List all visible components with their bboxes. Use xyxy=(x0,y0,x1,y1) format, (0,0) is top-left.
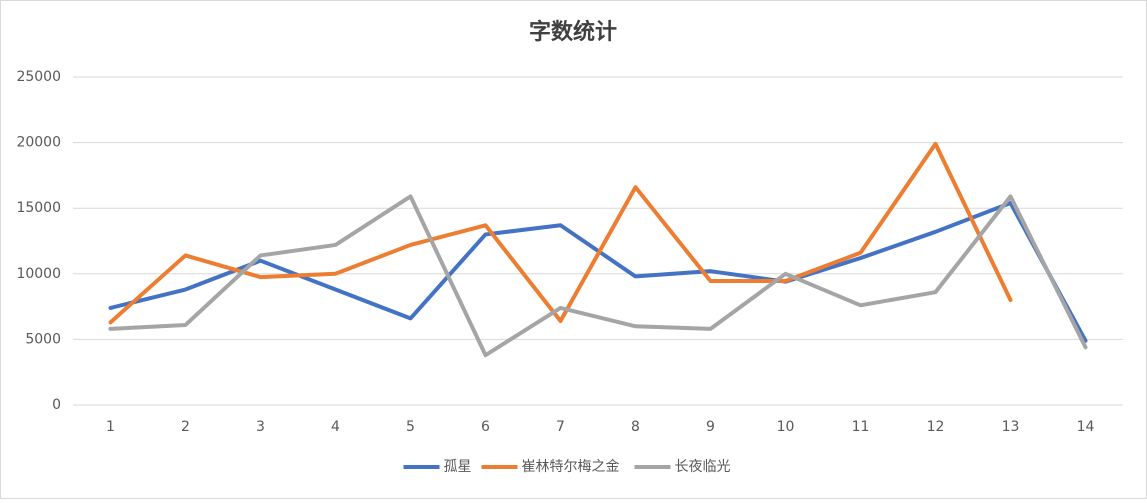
y-tick-label: 0 xyxy=(52,397,61,413)
x-tick-label: 9 xyxy=(706,419,715,435)
x-tick-label: 7 xyxy=(556,419,565,435)
series-line xyxy=(108,194,1088,358)
legend-label: 孤星 xyxy=(444,459,472,475)
y-tick-label: 15000 xyxy=(16,200,61,216)
legend-label: 长夜临光 xyxy=(675,459,731,475)
series-line xyxy=(108,141,1013,325)
legend-label: 崔林特尔梅之金 xyxy=(522,459,620,475)
x-tick-label: 6 xyxy=(481,419,490,435)
x-tick-label: 8 xyxy=(631,419,640,435)
x-tick-label: 12 xyxy=(927,419,945,435)
y-tick-label: 5000 xyxy=(25,331,61,347)
y-tick-label: 25000 xyxy=(16,69,61,85)
x-tick-label: 10 xyxy=(777,419,795,435)
x-tick-label: 11 xyxy=(852,419,870,435)
x-tick-label: 4 xyxy=(331,419,340,435)
chart-title: 字数统计 xyxy=(529,19,617,45)
x-tick-label: 13 xyxy=(1002,419,1020,435)
x-tick-label: 5 xyxy=(406,419,415,435)
x-tick-label: 2 xyxy=(181,419,190,435)
x-tick-label: 3 xyxy=(256,419,265,435)
x-tick-label: 1 xyxy=(106,419,115,435)
x-tick-label: 14 xyxy=(1077,419,1095,435)
y-tick-label: 20000 xyxy=(16,135,61,151)
y-tick-label: 10000 xyxy=(16,266,61,282)
